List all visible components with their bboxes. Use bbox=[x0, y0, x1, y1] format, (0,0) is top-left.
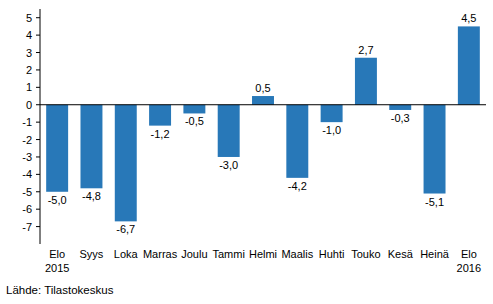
bar bbox=[183, 105, 205, 114]
x-tick-label-line: Loka bbox=[114, 248, 139, 260]
x-tick-label: Touko bbox=[351, 248, 380, 260]
x-tick-label: Elo 2015 bbox=[45, 248, 69, 274]
bar bbox=[458, 26, 480, 104]
y-tick-label: 4 bbox=[26, 29, 32, 41]
data-label: -1,2 bbox=[151, 128, 170, 140]
x-tick-label-line: 2015 bbox=[45, 262, 69, 274]
y-tick-label: -1 bbox=[22, 116, 32, 128]
source: Lähde: Tilastokeskus bbox=[6, 284, 114, 296]
x-tick-label-line: Marras bbox=[143, 248, 178, 260]
bar bbox=[218, 105, 240, 157]
y-tick-label: -5 bbox=[22, 186, 32, 198]
x-tick-label-line: Maalis bbox=[281, 248, 313, 260]
data-label: 0,5 bbox=[255, 82, 270, 94]
data-label: -4,2 bbox=[288, 180, 307, 192]
y-tick-label: -3 bbox=[22, 151, 32, 163]
bar bbox=[355, 58, 377, 105]
y-tick-label: 0 bbox=[26, 99, 32, 111]
x-tick-label: Syys bbox=[80, 248, 104, 260]
bar bbox=[424, 105, 446, 194]
y-tick bbox=[36, 87, 40, 88]
x-tick-label: Elo 2016 bbox=[457, 248, 481, 274]
x-tick-label-line: Huhti bbox=[319, 248, 345, 260]
bar bbox=[80, 105, 102, 189]
y-tick bbox=[36, 52, 40, 53]
x-tick-label: Maalis bbox=[281, 248, 313, 260]
data-label: -1,0 bbox=[322, 124, 341, 136]
x-tick-label: Joulu bbox=[181, 248, 207, 260]
x-tick-label: Kesä bbox=[388, 248, 414, 260]
x-tick-label-line: Kesä bbox=[388, 248, 414, 260]
y-tick-label: 2 bbox=[26, 64, 32, 76]
y-tick bbox=[36, 209, 40, 210]
y-tick bbox=[36, 191, 40, 192]
x-tick-label-line: Tammi bbox=[212, 248, 244, 260]
chart: -7 -6 -5 -4 -3 -2 -1 0 1 2 3 4 5 -5,0 -4,8 -6,7 -1,2 -0,5… bbox=[0, 0, 493, 304]
y-tick bbox=[36, 156, 40, 157]
y-tick bbox=[36, 35, 40, 36]
data-label: 2,7 bbox=[358, 44, 373, 56]
data-label: 4,5 bbox=[461, 12, 476, 24]
x-tick-label: Marras bbox=[143, 248, 178, 260]
data-label: -6,7 bbox=[116, 223, 135, 235]
x-tick-label: Huhti bbox=[319, 248, 345, 260]
bar bbox=[252, 96, 274, 105]
x-tick-label: Tammi bbox=[212, 248, 244, 260]
y-tick bbox=[36, 69, 40, 70]
bars bbox=[46, 26, 480, 221]
y-tick bbox=[36, 139, 40, 140]
x-tick-label-line: 2016 bbox=[457, 262, 481, 274]
x-tick-label-line: Elo bbox=[49, 248, 65, 260]
bar bbox=[321, 105, 343, 122]
x-tick-label-line: Helmi bbox=[249, 248, 277, 260]
data-label: -5,0 bbox=[48, 194, 67, 206]
x-tick-label: Loka bbox=[114, 248, 139, 260]
y-tick-label: -6 bbox=[22, 203, 32, 215]
data-label: -4,8 bbox=[82, 190, 101, 202]
zero-line bbox=[40, 104, 486, 105]
data-label: -3,0 bbox=[219, 159, 238, 171]
data-label: -0,5 bbox=[185, 115, 204, 127]
y-tick bbox=[36, 104, 40, 105]
y-tick-label: 5 bbox=[26, 12, 32, 24]
bar bbox=[286, 105, 308, 178]
data-label: -5,1 bbox=[425, 196, 444, 208]
x-tick-label-line: Heinä bbox=[420, 248, 450, 260]
y-tick bbox=[36, 122, 40, 123]
data-label: -0,3 bbox=[391, 112, 410, 124]
x-tick-label-line: Elo bbox=[461, 248, 477, 260]
x-tick-label-line: Joulu bbox=[181, 248, 207, 260]
bar bbox=[389, 105, 411, 110]
x-tick-label-line: Touko bbox=[351, 248, 380, 260]
y-tick bbox=[36, 226, 40, 227]
y-tick-label: 3 bbox=[26, 47, 32, 59]
bar bbox=[115, 105, 137, 222]
y-tick-label: -7 bbox=[22, 221, 32, 233]
x-tick-label: Heinä bbox=[420, 248, 450, 260]
bar bbox=[46, 105, 68, 192]
x-tick-label: Helmi bbox=[249, 248, 277, 260]
y-tick bbox=[36, 174, 40, 175]
y-tick-label: -2 bbox=[22, 134, 32, 146]
x-tick-label-line: Syys bbox=[80, 248, 104, 260]
y-tick-label: -4 bbox=[22, 168, 32, 180]
y-tick-label: 1 bbox=[26, 81, 32, 93]
bar bbox=[149, 105, 171, 126]
y-tick bbox=[36, 17, 40, 18]
